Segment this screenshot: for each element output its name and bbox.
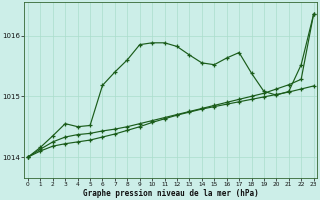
X-axis label: Graphe pression niveau de la mer (hPa): Graphe pression niveau de la mer (hPa) [83,189,259,198]
